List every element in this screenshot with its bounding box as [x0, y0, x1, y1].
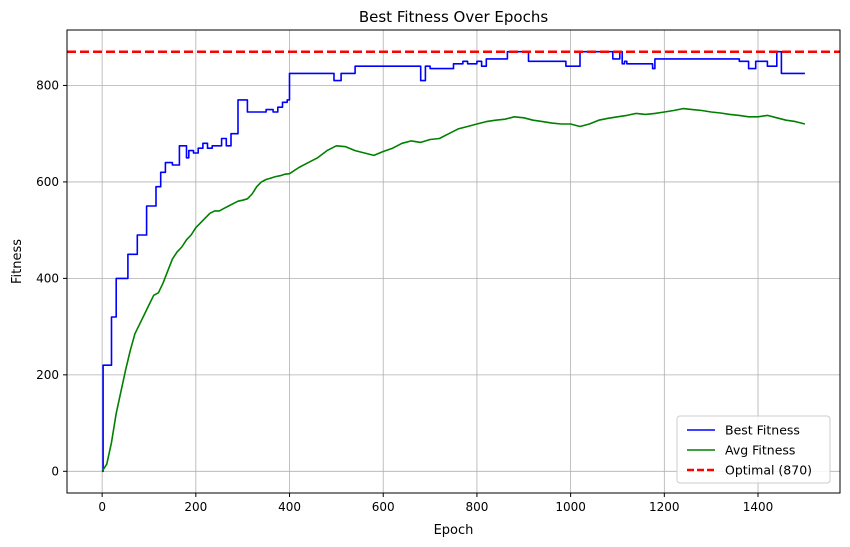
chart-title: Best Fitness Over Epochs [359, 8, 548, 26]
series-avg-fitness-line [101, 107, 806, 472]
x-tick-label: 400 [278, 500, 301, 514]
series-best-fitness-line [102, 50, 805, 473]
y-tick-label: 200 [36, 368, 59, 382]
y-tick-label: 600 [36, 175, 59, 189]
y-tick-label: 800 [36, 78, 59, 92]
x-tick-label: 800 [465, 500, 488, 514]
x-tick-label: 0 [98, 500, 106, 514]
legend: Best Fitness Avg Fitness Optimal (870) [676, 415, 831, 484]
x-axis-label: Epoch [434, 523, 474, 538]
plot-series [67, 50, 840, 473]
legend-label: Best Fitness [725, 423, 800, 438]
axes: 0 200 400 600 800 1000 1200 1400 0 200 400 600 800 [36, 78, 773, 514]
y-tick-label: 0 [51, 464, 59, 478]
legend-label: Avg Fitness [725, 443, 795, 458]
grid-lines [67, 30, 840, 493]
y-tick-label: 400 [36, 271, 59, 285]
x-tick-label: 1000 [555, 500, 586, 514]
x-tick-label: 1200 [649, 500, 680, 514]
plot-frame [66, 29, 841, 494]
y-axis-label: Fitness [10, 239, 25, 284]
x-tick-label: 200 [184, 500, 207, 514]
x-tick-label: 1400 [743, 500, 774, 514]
x-tick-label: 600 [372, 500, 395, 514]
legend-box [676, 415, 831, 484]
legend-label: Optimal (870) [725, 463, 812, 478]
